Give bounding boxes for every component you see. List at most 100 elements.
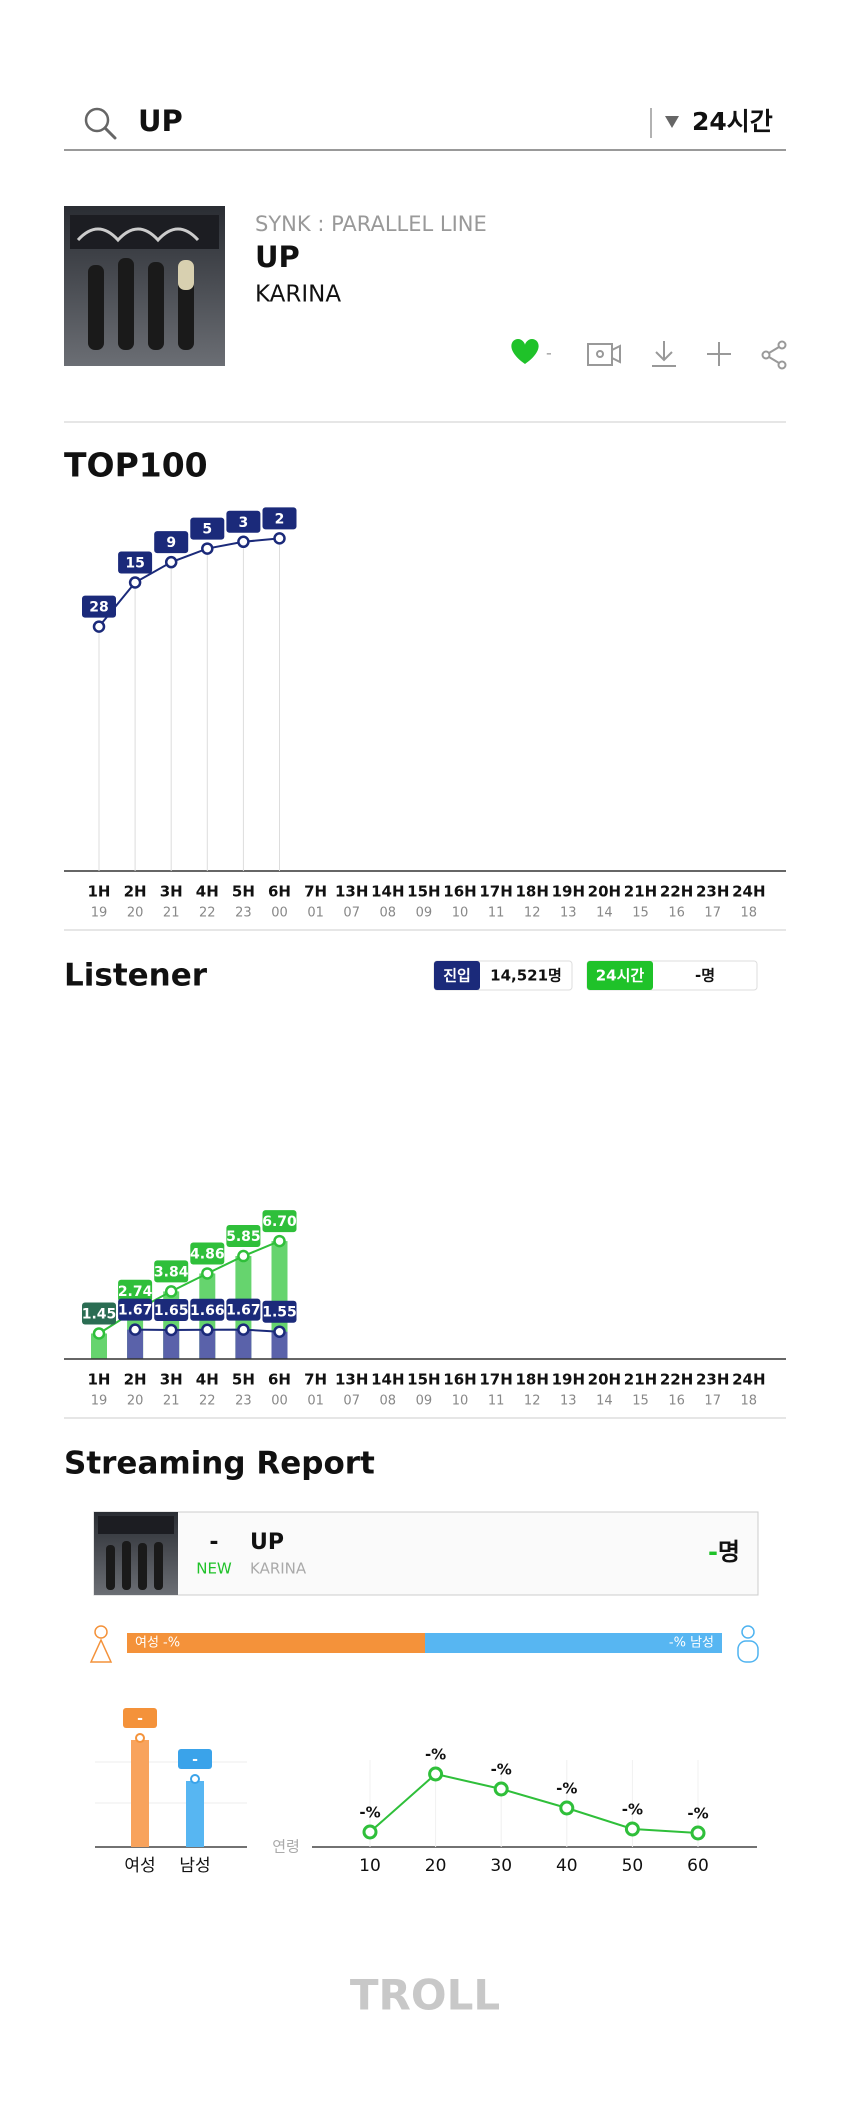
gender-point	[135, 1733, 145, 1743]
x-tick-label: 2H	[124, 1371, 147, 1389]
x-tick-sublabel: 14	[596, 906, 613, 921]
x-tick-sublabel: 07	[343, 906, 360, 921]
x-tick-label: 17H	[479, 1371, 512, 1389]
x-tick-label: 4H	[196, 1371, 219, 1389]
value-badge	[118, 1279, 153, 1302]
share-icon[interactable]	[761, 340, 787, 370]
value-badge	[82, 595, 116, 618]
entry-value: 14,521명	[490, 967, 562, 985]
search-query[interactable]: UP	[138, 104, 183, 138]
x-tick-label: 3H	[160, 883, 183, 901]
gender-label: 남성	[179, 1856, 210, 1876]
age-point	[559, 1800, 575, 1816]
gender-grid	[95, 1761, 247, 1804]
section-title: Streaming Report	[64, 1446, 375, 1482]
value-label: 5.85	[226, 1229, 261, 1245]
x-tick-sublabel: 13	[560, 906, 577, 921]
download-icon[interactable]	[652, 341, 676, 367]
x-tick-sublabel: 11	[488, 906, 505, 921]
x-tick-sublabel: 16	[668, 906, 685, 921]
gender-point	[190, 1774, 200, 1784]
x-tick-sublabel: 10	[452, 906, 469, 921]
x-tick-sublabel: 21	[163, 1394, 180, 1409]
value-badge	[118, 551, 153, 574]
watermark: TROLL	[350, 1971, 500, 2020]
x-tick-label: 2H	[124, 883, 147, 901]
action-icons	[587, 340, 787, 370]
x-tick-sublabel: 20	[127, 906, 144, 921]
x-tick-label: 1H	[88, 883, 111, 901]
age-point	[428, 1766, 444, 1782]
male-icon	[737, 1625, 759, 1663]
report-song: UP	[250, 1530, 284, 1555]
x-tick-label: 17H	[479, 883, 512, 901]
age-value: -%	[622, 1801, 643, 1819]
value-badge	[262, 1210, 297, 1233]
video-icon[interactable]	[587, 343, 621, 366]
x-tick-sublabel: 11	[488, 1394, 505, 1409]
bar	[271, 1331, 288, 1359]
value-badge	[118, 1298, 153, 1321]
x-tick-label: 1H	[88, 1371, 111, 1389]
x-tick-label: 20H	[588, 883, 621, 901]
point	[128, 1323, 142, 1336]
value-badge	[262, 1300, 297, 1323]
x-tick-label: 13H	[335, 1371, 368, 1389]
point	[273, 1234, 286, 1248]
gender-badge	[178, 1749, 212, 1769]
add-icon[interactable]	[707, 342, 731, 366]
female-icon	[89, 1625, 113, 1663]
x-tick-label: 18H	[515, 883, 548, 901]
x-tick-sublabel: 16	[668, 1394, 685, 1409]
x-tick-sublabel: 14	[596, 1394, 613, 1409]
x-tick-sublabel: 08	[380, 1394, 397, 1409]
x-tick-label: 15H	[407, 883, 440, 901]
value-label: 1.55	[262, 1305, 297, 1321]
rank: -	[209, 1530, 218, 1555]
x-tick-label: 18H	[515, 1371, 548, 1389]
value-label: 3	[239, 515, 249, 531]
period-badge: 24시간 -명	[586, 960, 758, 991]
album-art	[64, 206, 225, 366]
value-label: 5	[202, 522, 212, 538]
x-tick-sublabel: 22	[199, 1394, 216, 1409]
point	[128, 576, 142, 589]
male-share: -% 남성	[669, 1636, 714, 1651]
value-label: 2.74	[118, 1284, 153, 1300]
x-tick-label: 23H	[696, 883, 729, 901]
listener-unit: 명	[718, 1538, 740, 1566]
x-tick-label: 22H	[660, 1371, 693, 1389]
search-icon[interactable]	[84, 107, 117, 140]
value-label: 4.86	[190, 1246, 225, 1262]
listener-number: -	[708, 1538, 718, 1566]
age-point	[624, 1821, 640, 1837]
female-share-bar	[127, 1633, 425, 1653]
like-count: -	[546, 344, 552, 363]
age-axis-label: 연령	[272, 1838, 300, 1856]
like-icon[interactable]	[511, 339, 539, 364]
gender-badge	[123, 1708, 157, 1728]
gender-value: -	[137, 1711, 143, 1727]
x-tick-sublabel: 17	[704, 906, 721, 921]
age-value: -%	[359, 1804, 380, 1822]
x-tick-sublabel: 00	[271, 1394, 288, 1409]
x-tick-label: 14H	[371, 1371, 404, 1389]
point	[237, 1249, 250, 1263]
x-tick-sublabel: 01	[307, 1394, 324, 1409]
x-tick-sublabel: 18	[741, 906, 758, 921]
x-tick-label: 19H	[552, 1371, 585, 1389]
point	[92, 1327, 106, 1340]
x-tick-sublabel: 19	[91, 906, 108, 921]
point	[164, 1323, 178, 1337]
value-badge	[154, 531, 189, 554]
gender-icons	[89, 1625, 759, 1663]
x-tick-sublabel: 19	[91, 1394, 108, 1409]
x-tick-label: 7H	[304, 1371, 327, 1389]
age-tick-label: 10	[359, 1856, 381, 1876]
dropdown-arrow[interactable]	[665, 116, 679, 128]
x-tick-label: 4H	[196, 883, 219, 901]
x-tick-sublabel: 09	[416, 906, 433, 921]
period-select[interactable]: 24시간	[692, 107, 773, 136]
period-label: 24시간	[596, 967, 645, 985]
